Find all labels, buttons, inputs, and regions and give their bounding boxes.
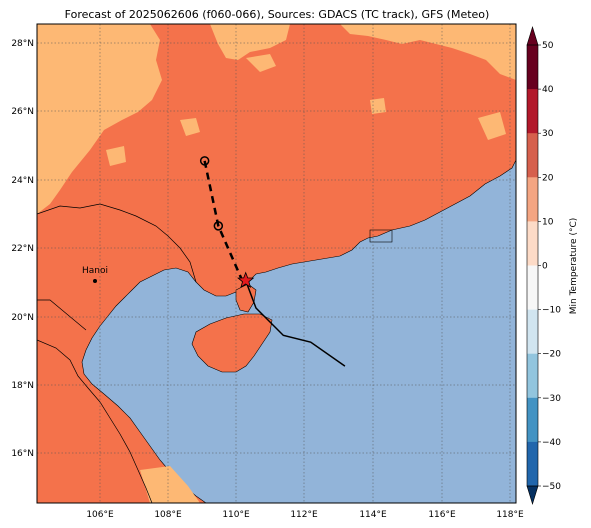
colorbar-tick-label: −10 <box>542 306 561 316</box>
current-position-star <box>237 271 255 289</box>
colorbar-tick-label: 10 <box>542 217 554 227</box>
mild-region-northwest <box>37 24 162 214</box>
mild-patch-3 <box>106 146 126 166</box>
hainan-island <box>191 313 273 373</box>
colorbar-tick-label: −50 <box>542 482 561 492</box>
colorbar-tick-label: 0 <box>542 262 548 272</box>
past-track-solid <box>245 280 346 367</box>
mild-patch-1 <box>246 54 276 72</box>
map-title: Forecast of 2025062606 (f060-066), Sourc… <box>65 8 490 21</box>
mainland-land <box>37 24 516 503</box>
forecast-track-dashed <box>203 160 244 282</box>
mild-patch-5 <box>478 112 506 140</box>
lat-label: 18°N <box>11 381 34 391</box>
lon-label: 106°E <box>86 510 114 520</box>
forecast-point-marker <box>213 221 224 231</box>
colorbar-extend-down-arrow <box>526 485 539 506</box>
colorbar-band <box>527 397 538 443</box>
lon-label: 118°E <box>496 510 524 520</box>
lat-label: 26°N <box>11 107 34 117</box>
colorbar-tick-label: −20 <box>542 350 561 360</box>
mild-region-northeast <box>340 24 516 80</box>
mild-patch-4 <box>370 98 386 114</box>
lon-label: 112°E <box>290 510 318 520</box>
mild-patch-6 <box>140 466 200 503</box>
colorbar-band <box>527 133 538 178</box>
hong-kong-box <box>369 229 393 243</box>
latitude-labels: 28°N 26°N 24°N 22°N 20°N 18°N 16°N <box>11 39 34 459</box>
colorbar: 50 40 30 20 10 0 −10 −20 −30 −40 −50 <box>526 25 561 506</box>
lon-label: 116°E <box>428 510 456 520</box>
colorbar-tick-label: 20 <box>542 173 554 183</box>
lon-label: 114°E <box>359 510 387 520</box>
colorbar-band <box>527 221 538 266</box>
colorbar-tick-label: −40 <box>542 438 561 448</box>
map-frame <box>36 23 517 504</box>
country-borders <box>37 203 197 503</box>
lon-label: 110°E <box>222 510 250 520</box>
hanoi-city-marker <box>93 279 97 283</box>
colorbar-label: Min Temperature (°C) <box>569 218 579 315</box>
lat-label: 24°N <box>11 176 34 186</box>
lat-label: 28°N <box>11 39 34 49</box>
lat-label: 22°N <box>11 244 34 254</box>
mild-patch-2 <box>180 118 200 136</box>
colorbar-tick-label: 50 <box>542 41 554 51</box>
map-plot-area: Hanoi <box>37 24 516 503</box>
hanoi-label: Hanoi <box>82 266 108 276</box>
longitude-labels: 106°E 108°E 110°E 112°E 114°E 116°E 118°… <box>86 510 524 520</box>
colorbar-band <box>527 265 538 311</box>
grid-lines <box>37 24 516 503</box>
colorbar-tick-label: −30 <box>542 394 561 404</box>
colorbar-band <box>527 45 538 90</box>
colorbar-tick-label: 40 <box>542 85 554 95</box>
colorbar-band <box>527 89 538 134</box>
lon-label: 108°E <box>154 510 182 520</box>
lat-label: 16°N <box>11 449 34 459</box>
forecast-point-marker <box>199 156 210 166</box>
colorbar-extend-up-arrow <box>526 25 539 46</box>
colorbar-band <box>527 177 538 222</box>
colorbar-band <box>527 309 538 355</box>
colorbar-band <box>527 441 538 487</box>
mild-region-north <box>210 24 290 60</box>
lat-label: 20°N <box>11 313 34 323</box>
colorbar-band <box>527 353 538 399</box>
colorbar-tick-label: 30 <box>542 129 554 139</box>
